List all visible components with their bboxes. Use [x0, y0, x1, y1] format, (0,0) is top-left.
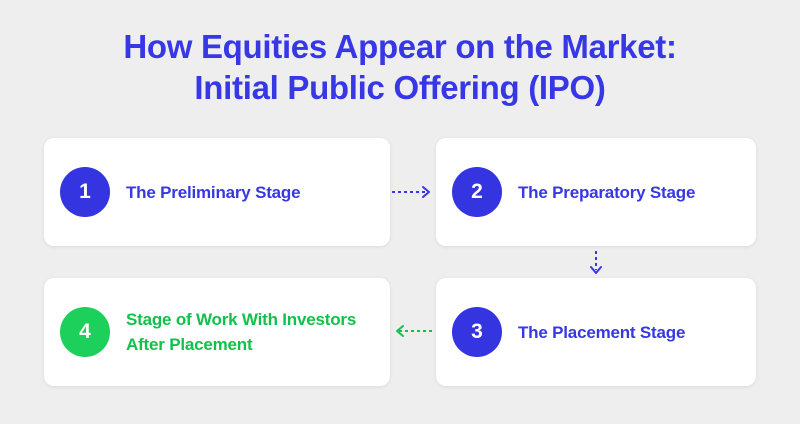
diagram-title: How Equities Appear on the Market: Initi… [0, 26, 800, 108]
arrow-left-icon [396, 325, 434, 337]
arrow-down-icon [590, 251, 602, 274]
stage-card-3: 3 The Placement Stage [436, 278, 756, 386]
stage-number-badge-4: 4 [60, 307, 110, 357]
stage-card-4: 4 Stage of Work With Investors After Pla… [44, 278, 390, 386]
title-line-1: How Equities Appear on the Market: [123, 28, 677, 65]
title-line-2: Initial Public Offering (IPO) [194, 69, 606, 106]
stage-label-1: The Preliminary Stage [126, 182, 301, 202]
stage-label-4: Stage of Work With Investors After Place… [126, 310, 357, 354]
stage-card-2: 2 The Preparatory Stage [436, 138, 756, 246]
arrow-right-icon [392, 186, 430, 198]
stage-label-2: The Preparatory Stage [518, 182, 696, 202]
stage-label-3: The Placement Stage [518, 322, 686, 342]
stage-card-1: 1 The Preliminary Stage [44, 138, 390, 246]
stage-number-badge-1: 1 [60, 167, 110, 217]
stage-number-badge-3: 3 [452, 307, 502, 357]
stage-number-badge-2: 2 [452, 167, 502, 217]
